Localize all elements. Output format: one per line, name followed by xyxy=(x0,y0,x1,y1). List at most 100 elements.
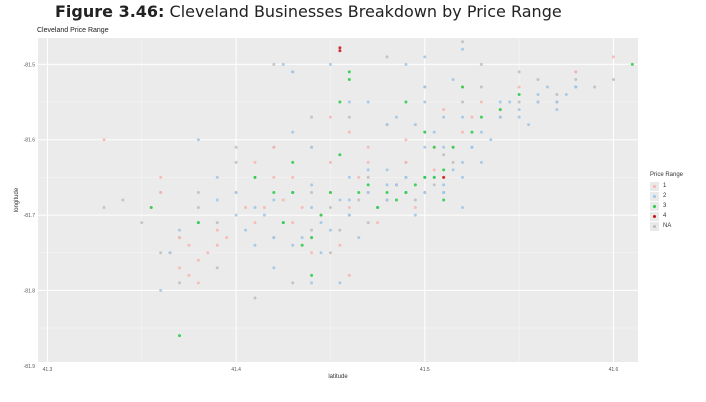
y-axis-label: longitude xyxy=(14,187,20,212)
data-point xyxy=(517,115,521,119)
data-point xyxy=(347,198,351,202)
data-point xyxy=(159,190,163,194)
data-point xyxy=(262,213,266,217)
data-point xyxy=(196,221,200,225)
legend-key xyxy=(650,211,659,221)
data-point xyxy=(338,46,342,50)
legend-entry: 4 xyxy=(650,211,683,221)
data-point xyxy=(442,198,446,202)
data-point xyxy=(423,130,427,134)
legend-swatch xyxy=(653,194,656,198)
data-point xyxy=(310,145,314,149)
data-point xyxy=(196,206,200,210)
data-point xyxy=(347,70,351,74)
data-point xyxy=(310,236,314,240)
data-point xyxy=(527,123,531,127)
data-point xyxy=(347,77,351,81)
data-point xyxy=(178,236,182,240)
data-point xyxy=(234,160,238,164)
data-point xyxy=(376,206,380,210)
data-point xyxy=(432,145,436,149)
data-point xyxy=(253,296,257,300)
data-point xyxy=(291,190,295,194)
data-point xyxy=(470,130,474,134)
data-point xyxy=(102,206,106,210)
x-axis-label: latitude xyxy=(328,374,348,380)
data-point xyxy=(262,206,266,210)
figure-caption-text: Cleveland Businesses Breakdown by Price … xyxy=(169,2,562,21)
data-point xyxy=(338,153,342,157)
legend-entries: 1 2 3 4 NA xyxy=(650,181,683,231)
data-point xyxy=(442,108,446,112)
data-point xyxy=(442,153,446,157)
data-point xyxy=(357,198,361,202)
data-point xyxy=(574,77,578,81)
legend-swatch xyxy=(653,184,656,188)
data-point xyxy=(215,198,219,202)
data-point xyxy=(328,206,332,210)
data-point xyxy=(281,221,285,225)
data-point xyxy=(328,160,332,164)
legend-label: NA xyxy=(663,223,672,229)
y-tick-label: -81.5 xyxy=(24,62,36,68)
data-point xyxy=(508,100,512,104)
data-point xyxy=(376,221,380,225)
legend-entry: 2 xyxy=(650,191,683,201)
data-point xyxy=(272,175,276,179)
data-point xyxy=(479,130,483,134)
data-point xyxy=(215,221,219,225)
data-point xyxy=(404,190,408,194)
data-point xyxy=(461,47,465,51)
data-point xyxy=(178,334,182,338)
data-point xyxy=(347,213,351,217)
data-point xyxy=(244,228,248,232)
chart-title: Cleveland Price Range xyxy=(37,27,109,34)
data-point xyxy=(272,198,276,202)
legend-swatch xyxy=(653,214,656,218)
data-point xyxy=(461,130,465,134)
data-point xyxy=(338,228,342,232)
legend-entry: 1 xyxy=(650,181,683,191)
data-point xyxy=(272,62,276,66)
data-point xyxy=(536,77,540,81)
x-tick-label: 41.4 xyxy=(231,367,241,373)
data-point xyxy=(187,243,191,247)
data-point xyxy=(310,251,314,255)
data-point xyxy=(338,100,342,104)
data-point xyxy=(385,190,389,194)
data-point xyxy=(102,138,106,142)
data-point xyxy=(366,160,370,164)
data-point xyxy=(272,236,276,240)
data-point xyxy=(234,190,238,194)
data-point xyxy=(442,115,446,119)
data-point xyxy=(291,221,295,225)
data-point xyxy=(536,93,540,97)
data-point xyxy=(394,198,398,202)
legend-label: 2 xyxy=(663,193,667,199)
legend-key xyxy=(650,201,659,211)
data-point xyxy=(413,198,417,202)
data-point xyxy=(215,228,219,232)
data-point xyxy=(413,183,417,187)
data-point xyxy=(300,206,304,210)
data-point xyxy=(291,70,295,74)
data-point xyxy=(357,175,361,179)
data-point xyxy=(328,190,332,194)
data-point xyxy=(432,175,436,179)
data-point xyxy=(291,175,295,179)
data-point xyxy=(489,138,493,142)
legend-label: 3 xyxy=(663,203,667,209)
data-point xyxy=(338,281,342,285)
legend-swatch xyxy=(653,204,656,208)
y-tick-label: -81.6 xyxy=(24,138,36,144)
data-point xyxy=(404,138,408,142)
legend-key xyxy=(650,221,659,231)
legend-key xyxy=(650,191,659,201)
data-point xyxy=(366,100,370,104)
y-tick-label: -81.8 xyxy=(24,288,36,294)
data-point xyxy=(272,266,276,270)
legend-label: 1 xyxy=(663,183,667,189)
data-point xyxy=(196,258,200,262)
data-point xyxy=(555,100,559,104)
data-point xyxy=(281,62,285,66)
